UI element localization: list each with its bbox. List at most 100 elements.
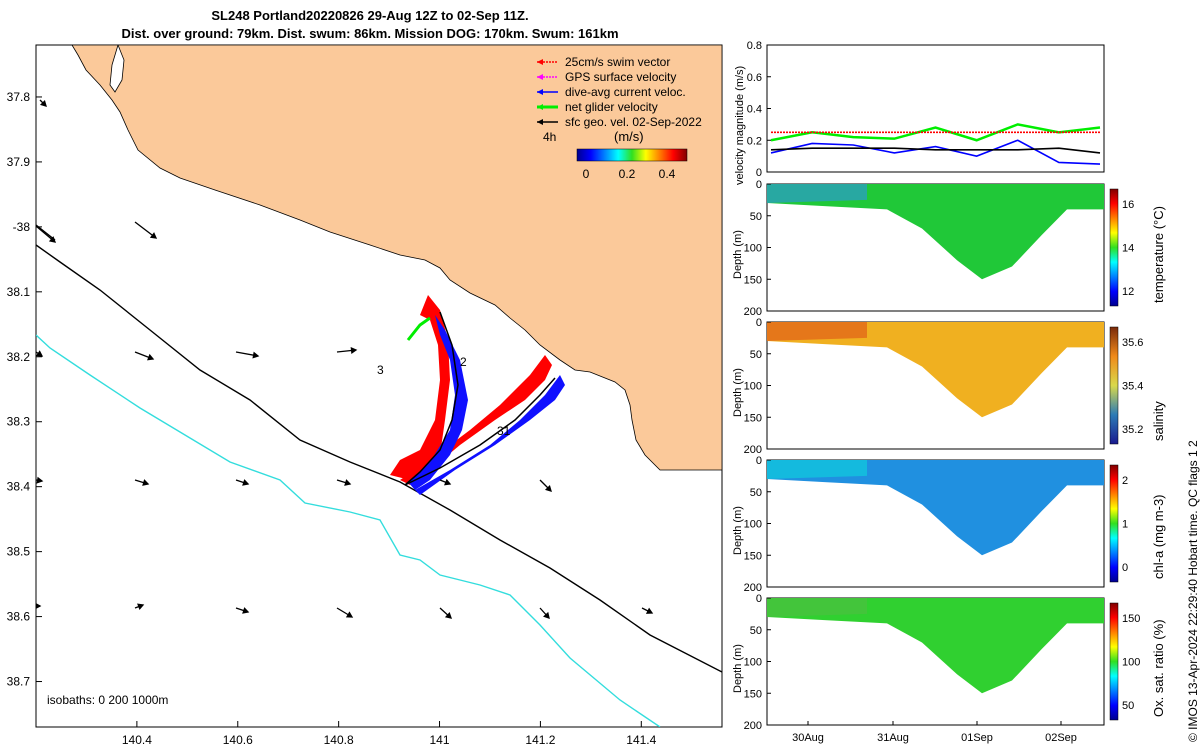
velocity-ytick-label: 0 [756,167,762,179]
profile-colorbar [1109,326,1119,445]
isobath-200 [36,244,722,673]
map-ytick-label: 38.6 [7,610,31,624]
colorbar-tick-label: 2 [1122,475,1128,487]
geo-velocity-arrowhead [36,603,42,609]
colorbar-tick-label: 1 [1122,519,1128,531]
depth-tick-label: 150 [744,274,762,286]
velocity-frame [766,44,1105,173]
map-xtick-label: 140.6 [223,733,253,747]
time-tick-label: 01Sep [961,732,993,744]
net-velocity-green [406,316,431,341]
coastline-inlet [109,45,125,93]
geo-velocity-arrowhead [36,476,44,484]
profile-panel: 0 50 100 150 200 Depth (m) 50 100 150 Ox. sat. ra… [732,593,1166,732]
legend-entry: sfc geo. vel. 02-Sep-2022 [565,115,702,129]
map-ytick-label: 38.1 [7,285,31,299]
depth-tick-label: 50 [750,625,762,637]
velocity-series-line [770,123,1101,142]
legend-entry: net glider velocity [565,100,658,114]
profile-panel: 0 50 100 150 200 Depth (m) 0 1 2 chl-a (mg m-3) [732,455,1166,594]
legend-arrowhead [537,89,543,95]
sfc-geo-velocity-arrows [36,99,654,620]
depth-tick-label: 100 [744,519,762,531]
glider-path-black [404,311,556,486]
depth-tick-label: 0 [756,317,762,329]
profile-section [767,184,1104,280]
colorbar-tick-label: 35.2 [1122,424,1143,436]
depth-tick-label: 150 [744,550,762,562]
geo-velocity-arrowhead [149,232,158,239]
geo-velocity-arrowhead [48,236,57,243]
time-tick-label: 30Aug [792,732,824,744]
colorbar-label: chl-a (mg m-3) [1151,494,1166,579]
profile-section-surface [767,598,867,618]
map-xtick-label: 140.4 [122,733,152,747]
colorbar-label: Ox. sat. ratio (%) [1151,619,1166,717]
track-label: 31 [497,424,511,438]
geo-velocity-arrowhead [36,350,44,357]
colorbar-tick-label: 35.6 [1122,337,1143,349]
map-ytick-label: 38.5 [7,545,31,559]
colorbar-label: salinity [1151,401,1166,441]
legend-arrowhead [537,59,543,65]
geo-velocity-arrowhead [252,351,260,359]
chart-title-line2: Dist. over ground: 79km. Dist. swum: 86k… [121,26,619,41]
depth-tick-label: 100 [744,657,762,669]
geo-velocity-arrowhead [543,611,550,620]
legend-entry: GPS surface velocity [565,70,676,84]
profile-section-surface [767,322,867,342]
velocity-ytick-label: 0.4 [747,104,762,116]
geo-velocity-arrowhead [645,607,654,614]
time-tick-label: 02Sep [1045,732,1077,744]
isobath-1000 [36,334,661,727]
legend-4h-label: 4h [543,130,556,144]
colorbar-tick-label: 100 [1122,657,1140,669]
legend-arrowhead [537,74,543,80]
geo-velocity-arrowhead [142,479,150,486]
geo-velocity-arrowhead [147,353,155,361]
depth-axis-label: Depth (m) [732,368,744,417]
land-area [36,45,722,471]
depth-tick-label: 0 [756,455,762,467]
profile-section-surface [767,184,867,204]
colorbar-tick-label: 0 [583,167,590,181]
depth-tick-label: 100 [744,243,762,255]
map-ytick-label: 38.4 [7,480,31,494]
legend-entry: 25cm/s swim vector [565,55,670,69]
time-tick-label: 31Aug [877,732,909,744]
colorbar-tick-label: 14 [1122,243,1134,255]
velocity-ytick-label: 0.2 [747,135,762,147]
depth-tick-label: 50 [750,487,762,499]
geo-velocity-arrowhead [350,347,358,355]
profile-colorbar [1109,602,1119,721]
depth-axis-label: Depth (m) [732,506,744,555]
depth-tick-label: 200 [744,306,762,318]
geo-velocity-arrowhead [345,611,354,618]
profile-section [767,322,1104,418]
legend-arrowhead [537,119,543,125]
colorbar-tick-label: 0.4 [659,167,676,181]
geo-velocity-arrowhead [344,479,352,486]
velocity-ytick-label: 0.6 [747,72,762,84]
isobath-200-north [36,224,56,241]
profile-panel: 0 50 100 150 200 Depth (m) 12 14 16 temperature (… [732,179,1166,318]
colorbar-tick-label: 16 [1122,199,1134,211]
depth-tick-label: 100 [744,381,762,393]
colorbar-tick-label: 35.4 [1122,381,1143,393]
legend-entry: dive-avg current veloc. [565,85,686,99]
profile-colorbar [1109,464,1119,583]
map-ytick-label: -38 [13,220,31,234]
colorbar-tick-label: 150 [1122,613,1140,625]
speed-colorbar [576,148,688,162]
depth-tick-label: 200 [744,720,762,732]
geo-velocity-arrowhead [242,479,250,486]
depth-tick-label: 0 [756,179,762,191]
map-xtick-label: 140.8 [324,733,354,747]
depth-axis-label: Depth (m) [732,230,744,279]
map-xtick-label: 141.2 [525,733,555,747]
track-label: 3 [377,363,384,377]
depth-axis-label: Depth (m) [732,644,744,693]
